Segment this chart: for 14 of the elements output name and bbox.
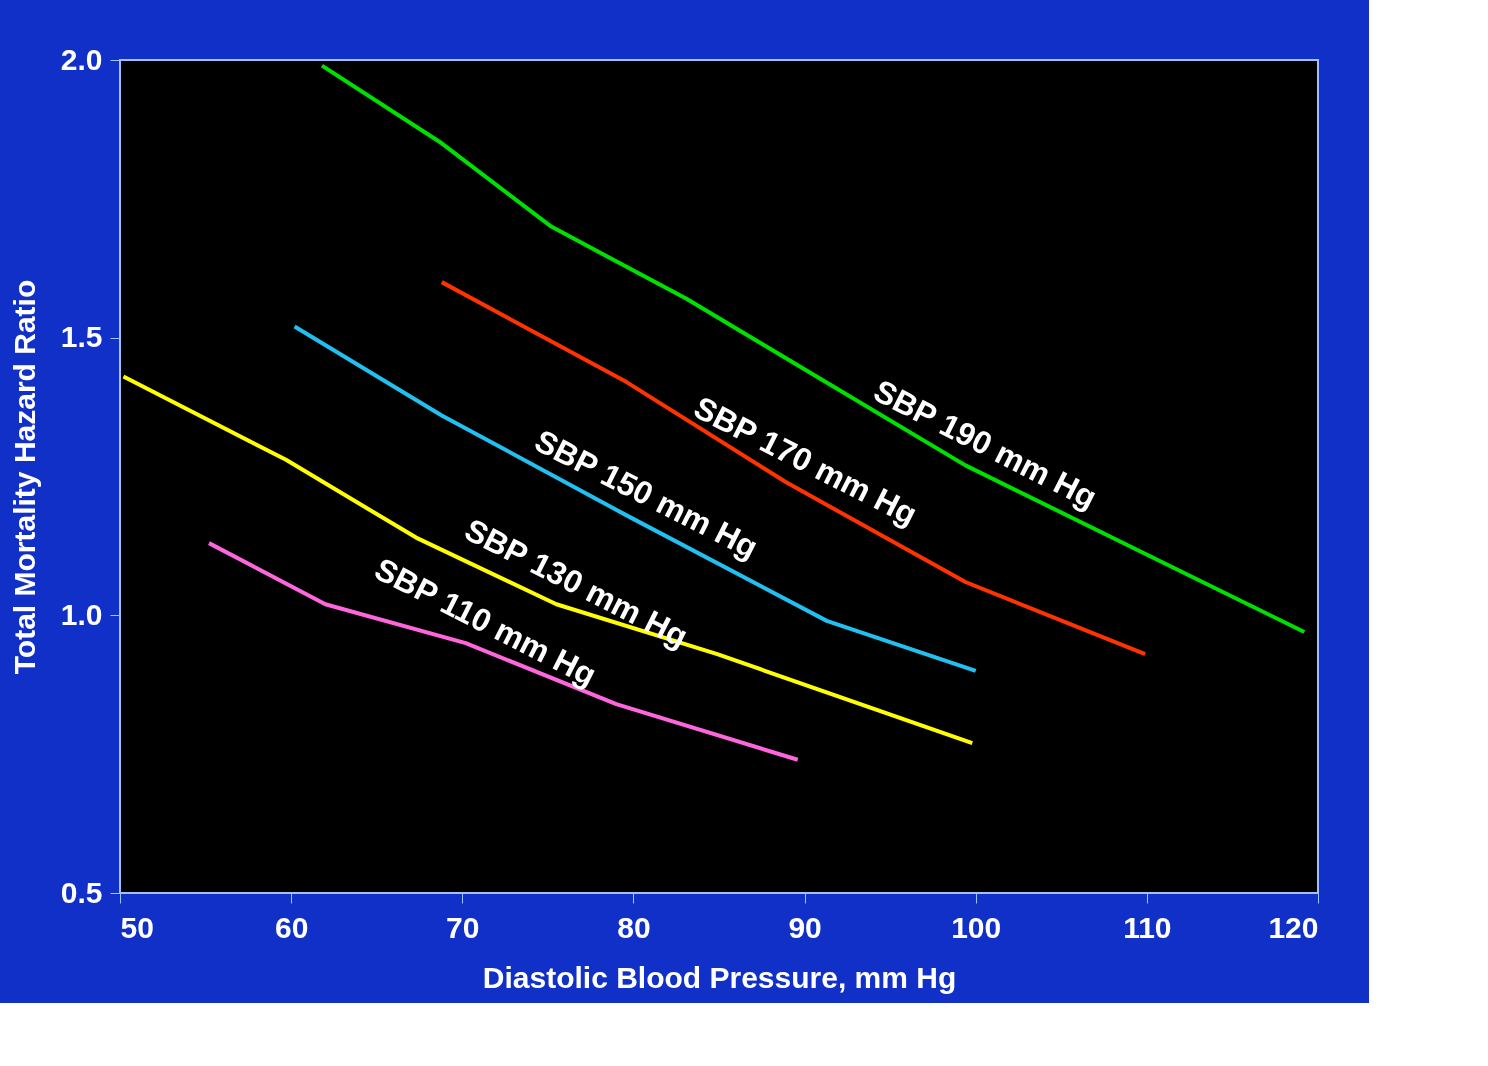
x-tick-label: 50: [120, 910, 154, 944]
y-tick-label: 0.5: [60, 875, 103, 909]
x-tick-label: 60: [274, 910, 309, 944]
x-tick-label: 70: [446, 910, 480, 944]
x-tick-label: 90: [788, 910, 822, 944]
x-tick-label: 100: [951, 910, 1002, 944]
y-tick-label: 2.0: [60, 42, 103, 76]
x-tick-label: 80: [617, 910, 651, 944]
y-tick-label: 1.5: [60, 320, 103, 354]
y-tick-label: 1.0: [60, 597, 103, 631]
x-axis-title: Diastolic Blood Pressure, mm Hg: [482, 960, 957, 994]
x-tick-label: 110: [1123, 910, 1172, 944]
x-tick-label: 120: [1268, 910, 1319, 944]
y-axis-title: Total Mortality Hazard Ratio: [7, 279, 41, 675]
